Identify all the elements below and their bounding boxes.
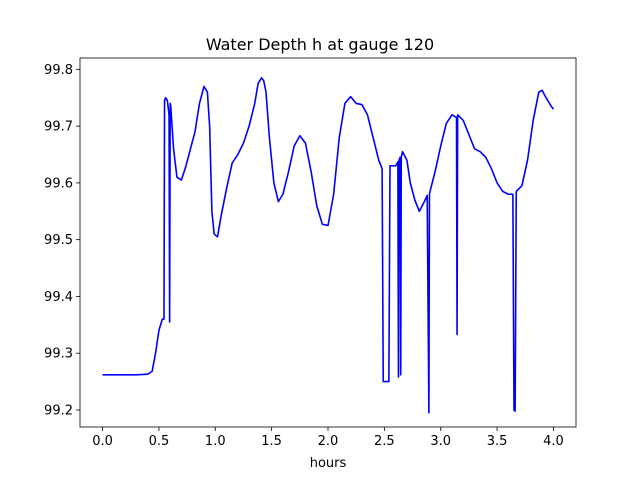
x-tick-label: 1.5 xyxy=(261,434,282,449)
x-axis-label: hours xyxy=(310,456,347,471)
x-tick-label: 3.5 xyxy=(487,434,508,449)
series-line-water-depth xyxy=(102,77,555,414)
x-tick-label: 0.5 xyxy=(149,434,170,449)
y-axis: 99.2 99.3 99.4 99.5 99.6 99.7 99.8 xyxy=(44,63,80,418)
x-tick-label: 3.0 xyxy=(430,434,451,449)
y-tick-label: 99.8 xyxy=(44,63,73,78)
y-tick-label: 99.7 xyxy=(44,120,73,135)
plot-frame xyxy=(79,57,577,428)
x-tick-label: 2.0 xyxy=(318,434,339,449)
x-tick-label: 2.5 xyxy=(374,434,395,449)
chart-title: Water Depth h at gauge 120 xyxy=(206,35,434,54)
y-tick-label: 99.6 xyxy=(44,176,73,191)
x-axis: 0.0 0.5 1.0 1.5 2.0 2.5 3.0 3.5 4.0 xyxy=(92,427,564,449)
y-tick-label: 99.5 xyxy=(44,233,73,248)
y-tick-label: 99.2 xyxy=(44,403,73,418)
x-tick-label: 0.0 xyxy=(92,434,113,449)
y-tick-label: 99.3 xyxy=(44,347,73,362)
y-tick-label: 99.4 xyxy=(44,290,73,305)
x-tick-label: 4.0 xyxy=(543,434,564,449)
x-tick-label: 1.0 xyxy=(205,434,226,449)
